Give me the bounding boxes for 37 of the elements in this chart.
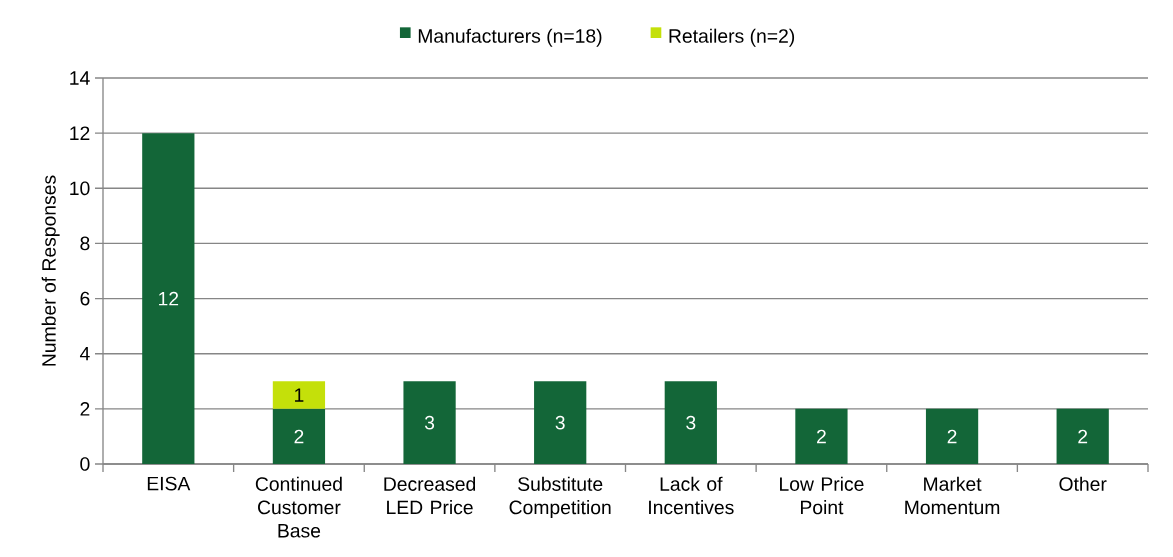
- data-label: 3: [424, 415, 435, 430]
- data-label: 2: [1078, 429, 1088, 444]
- data-label: 12: [159, 291, 179, 306]
- x-tick-label: Other: [1059, 476, 1107, 491]
- bar: [664, 381, 717, 464]
- y-tick-label: 2: [80, 402, 90, 416]
- x-tick-label: Continued Customer Base: [255, 476, 342, 538]
- y-tick-label: 12: [70, 126, 90, 140]
- bar: [1056, 408, 1109, 464]
- y-axis-title: Number of Responses: [41, 175, 60, 366]
- bar: [795, 408, 848, 464]
- y-tick-label: 0: [80, 457, 90, 471]
- legend-label: Manufacturers (n=18): [418, 28, 602, 47]
- y-tick-label: 8: [80, 236, 90, 251]
- x-tick-label: Substitute Competition: [509, 476, 611, 519]
- x-tick-label: Low Price Point: [780, 476, 864, 515]
- data-label: 1: [295, 388, 304, 402]
- data-label: 3: [555, 415, 565, 430]
- data-label: 2: [294, 429, 304, 444]
- bar: [272, 408, 326, 464]
- y-tick-label: 6: [80, 291, 90, 306]
- x-tick-label: Lack of Incentives: [649, 476, 734, 515]
- y-tick-label: 4: [79, 347, 90, 361]
- y-tick-label: 14: [70, 71, 90, 85]
- bar: [925, 408, 979, 464]
- legend-label: Retailers (n=2): [669, 28, 795, 47]
- x-tick-label: Decreased LED Price: [384, 476, 476, 515]
- y-tick-label: 10: [70, 181, 90, 196]
- bar: [534, 381, 587, 464]
- x-tick-label: EISA: [147, 476, 191, 491]
- data-label: 2: [947, 429, 957, 444]
- x-tick-label: Market Momentum: [905, 476, 1000, 515]
- bar: [142, 133, 195, 464]
- data-label: 2: [817, 429, 826, 444]
- bar: [272, 381, 326, 409]
- data-label: 3: [686, 415, 696, 430]
- bar: [403, 381, 456, 464]
